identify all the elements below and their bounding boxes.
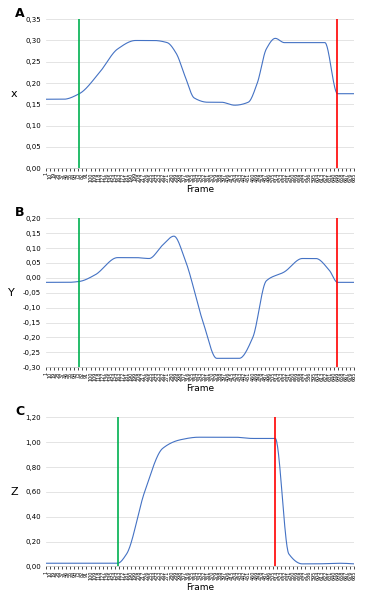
X-axis label: Frame: Frame [186,583,214,592]
Text: A: A [15,7,25,20]
X-axis label: Frame: Frame [186,185,214,194]
Y-axis label: x: x [11,89,18,99]
X-axis label: Frame: Frame [186,383,214,392]
Text: C: C [15,406,24,418]
Text: B: B [15,206,24,220]
Y-axis label: Y: Y [8,288,15,298]
Y-axis label: Z: Z [10,487,18,497]
